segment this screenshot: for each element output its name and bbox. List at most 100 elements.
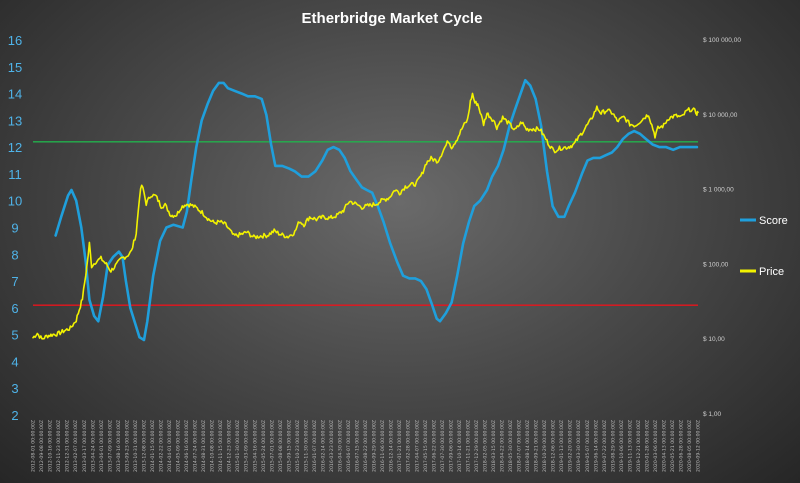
x-tick-label: 2020-04-13 00:00:00Z bbox=[662, 420, 668, 472]
left-tick-label: 7 bbox=[11, 274, 18, 289]
left-tick-label: 8 bbox=[11, 247, 18, 262]
price-series-line bbox=[32, 92, 699, 340]
x-tick-label: 2012-12-31 00:00:00Z bbox=[65, 420, 71, 472]
left-tick-label: 16 bbox=[8, 33, 22, 48]
x-tick-label: 2018-04-22 00:00:00Z bbox=[500, 420, 506, 472]
x-tick-label: 2012-08-01 00:00:00Z bbox=[31, 420, 37, 472]
x-tick-label: 2015-08-08 00:00:00Z bbox=[278, 420, 284, 472]
left-tick-label: 9 bbox=[11, 221, 18, 236]
x-tick-label: 2017-09-06 00:00:00Z bbox=[448, 420, 454, 472]
x-tick-label: 2017-01-21 00:00:00Z bbox=[397, 420, 403, 472]
x-tick-label: 2014-05-09 00:00:00Z bbox=[176, 420, 182, 472]
right-axis-ticks: $ 1,00 $ 10,00 $ 100,00 $ 1 000,00 $ 10 000,… bbox=[703, 37, 741, 418]
x-tick-label: 2012-09-08 00:00:00Z bbox=[39, 420, 45, 472]
x-tick-label: 2013-08-16 00:00:00Z bbox=[116, 420, 122, 472]
x-tick-label: 2019-08-29 00:00:00Z bbox=[610, 420, 616, 472]
x-tick-label: 2016-03-23 00:00:00Z bbox=[329, 420, 335, 472]
x-tick-label: 2012-11-23 00:00:00Z bbox=[56, 420, 62, 472]
left-tick-label: 5 bbox=[11, 328, 18, 343]
x-tick-label: 2020-05-21 00:00:00Z bbox=[670, 420, 676, 472]
x-tick-label: 2017-11-21 00:00:00Z bbox=[465, 420, 471, 472]
x-tick-label: 2014-11-15 00:00:00Z bbox=[218, 420, 224, 472]
x-tick-label: 2014-06-16 00:00:00Z bbox=[184, 420, 190, 472]
x-tick-label: 2017-07-30 00:00:00Z bbox=[440, 420, 446, 472]
x-tick-label: 2016-06-07 00:00:00Z bbox=[346, 420, 352, 472]
x-tick-label: 2019-07-22 00:00:00Z bbox=[602, 420, 608, 472]
legend-label-price: Price bbox=[759, 266, 784, 278]
x-tick-label: 2015-07-01 00:00:00Z bbox=[269, 420, 275, 472]
series-layer bbox=[32, 78, 699, 342]
x-tick-label: 2013-02-07 00:00:00Z bbox=[73, 420, 79, 472]
left-tick-label: 10 bbox=[8, 194, 22, 209]
right-tick-label: $ 100,00 bbox=[703, 261, 729, 268]
x-tick-label: 2019-06-14 00:00:00Z bbox=[593, 420, 599, 472]
x-tick-label: 2016-12-14 00:00:00Z bbox=[389, 420, 395, 472]
x-tick-label: 2013-09-23 00:00:00Z bbox=[124, 420, 130, 472]
legend: Score Price bbox=[740, 215, 788, 278]
x-tick-label: 2016-11-06 00:00:00Z bbox=[380, 420, 386, 472]
x-tick-label: 2016-01-07 00:00:00Z bbox=[312, 420, 318, 472]
x-tick-label: 2018-09-21 00:00:00Z bbox=[534, 420, 540, 472]
x-tick-label: 2020-03-06 00:00:00Z bbox=[653, 420, 659, 472]
left-tick-label: 13 bbox=[8, 113, 22, 128]
x-tick-label: 2016-02-14 00:00:00Z bbox=[320, 420, 326, 472]
x-tick-label: 2012-10-16 00:00:00Z bbox=[48, 420, 54, 472]
x-tick-label: 2016-04-30 00:00:00Z bbox=[338, 420, 344, 472]
right-tick-label: $ 100 000,00 bbox=[703, 37, 741, 44]
x-tick-label: 2019-11-13 00:00:00Z bbox=[627, 420, 633, 472]
x-tick-label: 2017-12-29 00:00:00Z bbox=[474, 420, 480, 472]
x-tick-label: 2019-01-13 00:00:00Z bbox=[559, 420, 565, 472]
x-tick-label: 2019-05-07 00:00:00Z bbox=[585, 420, 591, 472]
right-tick-label: $ 10,00 bbox=[703, 336, 725, 343]
reference-lines bbox=[33, 141, 698, 306]
x-tick-label: 2017-04-07 00:00:00Z bbox=[414, 420, 420, 472]
x-tick-label: 2015-10-23 00:00:00Z bbox=[295, 420, 301, 472]
right-tick-label: $ 1 000,00 bbox=[703, 187, 734, 194]
x-tick-label: 2015-03-09 00:00:00Z bbox=[244, 420, 250, 472]
x-tick-label: 2014-08-31 00:00:00Z bbox=[201, 420, 207, 472]
left-tick-label: 15 bbox=[8, 60, 22, 75]
x-tick-label: 2015-05-24 00:00:00Z bbox=[261, 420, 267, 472]
left-tick-label: 12 bbox=[8, 140, 22, 155]
left-tick-label: 2 bbox=[11, 408, 18, 423]
x-tick-label: 2020-08-05 00:00:00Z bbox=[687, 420, 693, 472]
x-tick-label: 2019-12-21 00:00:00Z bbox=[636, 420, 642, 472]
right-tick-label: $ 10 000,00 bbox=[703, 112, 738, 119]
chart-title: Etherbridge Market Cycle bbox=[302, 10, 483, 27]
right-tick-label: $ 1,00 bbox=[703, 411, 721, 418]
legend-label-score: Score bbox=[759, 215, 788, 227]
x-tick-label: 2018-05-30 00:00:00Z bbox=[508, 420, 514, 472]
x-tick-label: 2017-10-14 00:00:00Z bbox=[457, 420, 463, 472]
left-tick-label: 4 bbox=[11, 354, 18, 369]
x-tick-label: 2017-06-22 00:00:00Z bbox=[431, 420, 437, 472]
x-tick-label: 2014-01-15 00:00:00Z bbox=[150, 420, 156, 472]
x-tick-label: 2017-05-15 00:00:00Z bbox=[423, 420, 429, 472]
x-tick-label: 2020-01-28 00:00:00Z bbox=[644, 420, 650, 472]
x-tick-label: 2019-02-20 00:00:00Z bbox=[568, 420, 574, 472]
x-tick-label: 2016-08-22 00:00:00Z bbox=[363, 420, 369, 472]
x-tick-label: 2018-07-07 00:00:00Z bbox=[517, 420, 523, 472]
x-tick-label: 2018-02-05 00:00:00Z bbox=[482, 420, 488, 472]
x-tick-label: 2014-07-24 00:00:00Z bbox=[193, 420, 199, 472]
x-tick-label: 2017-02-28 00:00:00Z bbox=[406, 420, 412, 472]
left-tick-label: 6 bbox=[11, 301, 18, 316]
x-tick-label: 2016-09-29 00:00:00Z bbox=[372, 420, 378, 472]
x-tick-label: 2019-03-30 00:00:00Z bbox=[576, 420, 582, 472]
x-tick-label: 2015-09-15 00:00:00Z bbox=[286, 420, 292, 472]
x-tick-label: 2014-04-01 00:00:00Z bbox=[167, 420, 173, 472]
left-tick-label: 14 bbox=[8, 87, 22, 102]
left-tick-label: 3 bbox=[11, 381, 18, 396]
x-tick-label: 2013-04-24 00:00:00Z bbox=[90, 420, 96, 472]
x-tick-label: 2013-10-31 00:00:00Z bbox=[133, 420, 139, 472]
x-tick-label: 2013-12-08 00:00:00Z bbox=[141, 420, 147, 472]
left-axis-ticks: 2 3 4 5 6 7 8 9 10 11 12 13 14 15 16 bbox=[8, 33, 22, 423]
x-tick-label: 2014-10-08 00:00:00Z bbox=[210, 420, 216, 472]
x-tick-label: 2013-06-01 00:00:00Z bbox=[99, 420, 105, 472]
x-tick-label: 2013-07-09 00:00:00Z bbox=[107, 420, 113, 472]
x-tick-label: 2014-12-23 00:00:00Z bbox=[227, 420, 233, 472]
x-tick-label: 2018-10-29 00:00:00Z bbox=[542, 420, 548, 472]
x-tick-label: 2020-06-28 00:00:00Z bbox=[679, 420, 685, 472]
x-tick-label: 2015-01-30 00:00:00Z bbox=[235, 420, 241, 472]
x-tick-label: 2018-03-15 00:00:00Z bbox=[491, 420, 497, 472]
